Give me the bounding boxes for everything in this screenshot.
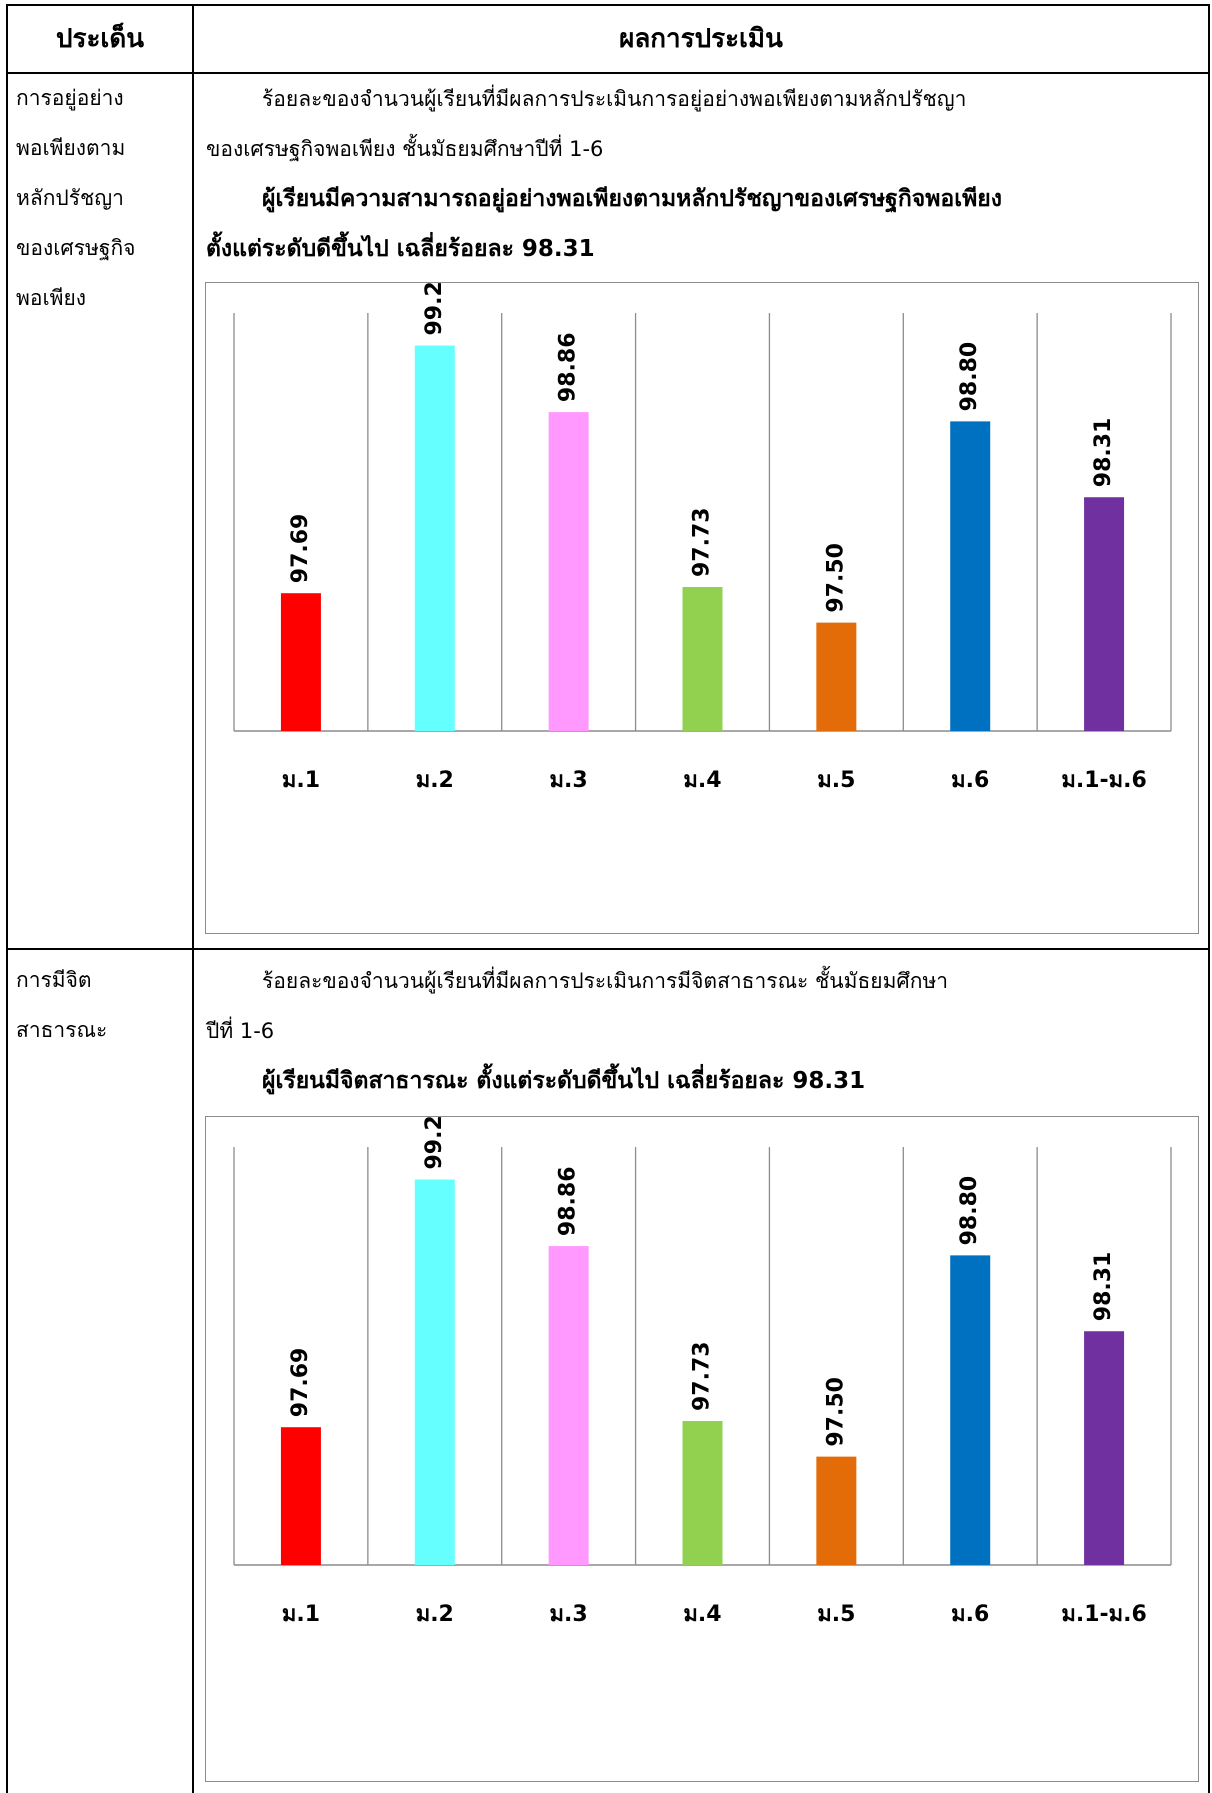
table-column-divider <box>192 4 194 1793</box>
section-1-description: ร้อยละของจำนวนผู้เรียนที่มีผลการประเมินก… <box>206 74 1200 274</box>
bar <box>414 345 455 731</box>
bar <box>1084 1331 1125 1565</box>
category-label: ม.5 <box>817 768 855 793</box>
issue-line: การมีจิต <box>16 968 92 992</box>
data-label: 98.86 <box>556 1166 581 1236</box>
paragraph-line: ปีที่ 1-6 <box>206 1019 275 1043</box>
summary-line: ตั้งแต่ระดับดีขึ้นไป เฉลี่ยร้อยละ 98.31 <box>206 236 595 262</box>
data-label: 97.73 <box>690 507 715 577</box>
bar <box>548 412 589 731</box>
chart-box-1: 97.69 ม.1 99.29 ม.2 98.86 ม.3 97.73 ม.4 97.50 ม.5… <box>205 282 1199 934</box>
category-label: ม.6 <box>951 768 989 793</box>
table-border-left <box>6 4 8 1793</box>
category-label: ม.2 <box>416 768 454 793</box>
category-label: ม.1-ม.6 <box>1061 768 1146 793</box>
data-label: 98.80 <box>957 1176 982 1246</box>
summary-line: ผู้เรียนมีจิตสาธารณะ ตั้งแต่ระดับดีขึ้นไ… <box>262 1068 866 1094</box>
issue-line: การอยู่อย่าง <box>16 86 124 110</box>
section-2-description: ร้อยละของจำนวนผู้เรียนที่มีผลการประเมินก… <box>206 956 1200 1106</box>
issue-line: สาธารณะ <box>16 1018 108 1042</box>
bar <box>682 587 723 731</box>
data-label: 98.86 <box>556 332 581 402</box>
bar <box>682 1421 723 1565</box>
data-label: 99.29 <box>422 1117 447 1170</box>
bar-chart-1: 97.69 ม.1 99.29 ม.2 98.86 ม.3 97.73 ม.4 97.50 ม.5… <box>233 283 1172 793</box>
chart-box-2: 97.69 ม.1 99.29 ม.2 98.86 ม.3 97.73 ม.4 97.50 ม.5… <box>205 1116 1199 1782</box>
data-label: 98.31 <box>1091 1252 1116 1322</box>
summary-line: ผู้เรียนมีความสามารถอยู่อย่างพอเพียงตามห… <box>262 186 1002 212</box>
data-label: 97.73 <box>690 1341 715 1411</box>
issue-line: ของเศรษฐกิจ <box>16 236 136 260</box>
data-label: 97.50 <box>823 543 848 613</box>
bar <box>414 1179 455 1565</box>
header-result: ผลการประเมิน <box>619 23 783 54</box>
data-label: 97.50 <box>823 1377 848 1447</box>
paragraph-line: ร้อยละของจำนวนผู้เรียนที่มีผลการประเมินก… <box>262 87 967 111</box>
category-label: ม.3 <box>550 768 588 793</box>
header-issue: ประเด็น <box>56 23 144 54</box>
bar <box>816 1456 857 1565</box>
bar <box>548 1246 589 1565</box>
category-label: ม.2 <box>416 1602 454 1627</box>
issue-line: พอเพียง <box>16 286 87 310</box>
paragraph-line: ร้อยละของจำนวนผู้เรียนที่มีผลการประเมินก… <box>262 969 949 993</box>
bar <box>280 593 321 731</box>
category-label: ม.6 <box>951 1602 989 1627</box>
data-label: 98.31 <box>1091 418 1116 488</box>
category-label: ม.4 <box>683 1602 721 1627</box>
bar <box>950 421 991 731</box>
issue-line: หลักปรัชญา <box>16 186 124 210</box>
category-label: ม.1 <box>282 1602 320 1627</box>
data-label: 97.69 <box>288 1348 313 1418</box>
evaluation-table: ประเด็น ผลการประเมิน การอยู่อย่าง พอเพีย… <box>6 4 1210 1793</box>
bar-chart-2: 97.69 ม.1 99.29 ม.2 98.86 ม.3 97.73 ม.4 97.50 ม.5… <box>233 1117 1172 1627</box>
table-header-divider <box>6 72 1210 74</box>
paragraph-line: ของเศรษฐกิจพอเพียง ชั้นมัธยมศึกษาปีที่ 1… <box>206 137 604 161</box>
category-label: ม.3 <box>550 1602 588 1627</box>
category-label: ม.1-ม.6 <box>1061 1602 1146 1627</box>
issue-line: พอเพียงตาม <box>16 136 126 160</box>
bar <box>950 1255 991 1565</box>
bar <box>816 622 857 731</box>
table-row-divider <box>6 948 1210 950</box>
data-label: 99.29 <box>422 283 447 336</box>
table-border-top <box>6 4 1210 6</box>
data-label: 97.69 <box>288 514 313 584</box>
table-border-right <box>1208 4 1210 1793</box>
category-label: ม.1 <box>282 768 320 793</box>
category-label: ม.5 <box>817 1602 855 1627</box>
bar <box>280 1427 321 1565</box>
bar <box>1084 497 1125 731</box>
data-label: 98.80 <box>957 342 982 412</box>
category-label: ม.4 <box>683 768 721 793</box>
